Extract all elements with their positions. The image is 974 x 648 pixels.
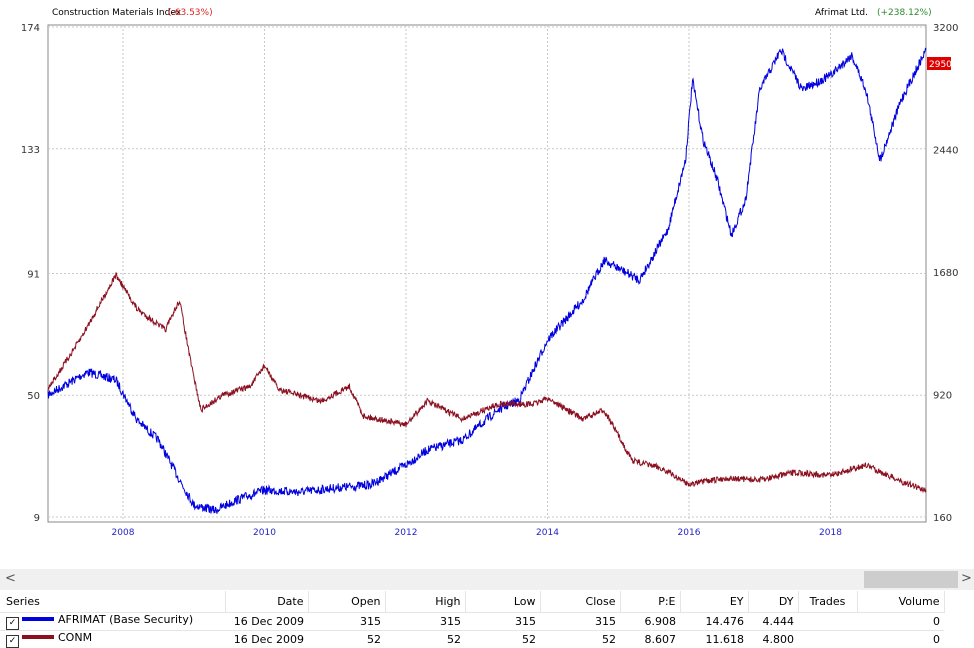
col-trades[interactable]: Trades <box>798 591 857 613</box>
series-name: AFRIMAT (Base Security) <box>58 613 193 626</box>
col-date[interactable]: Date <box>225 591 308 613</box>
series-table: Series Date Open High Low Close P:E EY D… <box>0 591 945 648</box>
low-cell: 52 <box>465 631 540 648</box>
horizontal-scrollbar[interactable]: < > <box>0 569 974 590</box>
right-tick-label: 3200 <box>933 23 958 34</box>
col-pe[interactable]: P:E <box>620 591 680 613</box>
col-close[interactable]: Close <box>540 591 620 613</box>
right-title: Afrimat Ltd. <box>815 8 868 18</box>
date-cell: 16 Dec 2009 <box>225 613 308 631</box>
right-tick-label: 160 <box>933 513 952 524</box>
high-cell: 315 <box>385 613 465 631</box>
left-tick-label: 9 <box>34 513 40 524</box>
close-cell: 315 <box>540 613 620 631</box>
low-cell: 315 <box>465 613 540 631</box>
high-cell: 52 <box>385 631 465 648</box>
col-series[interactable]: Series <box>0 591 225 613</box>
x-tick-label: 2016 <box>678 528 701 538</box>
series-checkbox[interactable]: ✓ <box>6 635 19 648</box>
series-checkbox[interactable]: ✓ <box>6 617 19 630</box>
left-tick-label: 174 <box>21 23 40 34</box>
date-cell: 16 Dec 2009 <box>225 631 308 648</box>
col-low[interactable]: Low <box>465 591 540 613</box>
left-title: Construction Materials Index <box>52 8 182 18</box>
col-volume[interactable]: Volume <box>857 591 944 613</box>
scroll-left-button[interactable]: < <box>5 571 16 586</box>
x-tick-label: 2012 <box>395 528 418 538</box>
series-name: CONM <box>58 631 92 644</box>
table-row[interactable]: ✓ AFRIMAT (Base Security) 16 Dec 2009 315… <box>0 613 944 631</box>
col-dy[interactable]: DY <box>748 591 798 613</box>
right-tick-label: 920 <box>933 391 952 402</box>
right-tick-label: 2440 <box>933 146 958 157</box>
table-row[interactable]: ✓ CONM 16 Dec 2009 52 52 52 52 8.607 11.6… <box>0 631 944 648</box>
trades-cell <box>798 613 857 631</box>
close-cell: 52 <box>540 631 620 648</box>
last-value-label: 2950 <box>929 60 952 70</box>
col-ey[interactable]: EY <box>680 591 748 613</box>
scroll-thumb[interactable] <box>864 571 958 588</box>
table-header: Series Date Open High Low Close P:E EY D… <box>0 591 944 613</box>
x-tick-label: 2018 <box>819 528 842 538</box>
right-tick-label: 1680 <box>933 268 958 279</box>
open-cell: 315 <box>308 613 385 631</box>
ey-cell: 14.476 <box>680 613 748 631</box>
left-tick-label: 91 <box>27 269 40 280</box>
left-tick-label: 50 <box>27 391 40 402</box>
scroll-right-button[interactable]: > <box>961 571 972 586</box>
price-chart[interactable]: 174 3200 133 2440 91 1680 50 920 9 160 2008 2010 201… <box>0 0 974 568</box>
trades-cell <box>798 631 857 648</box>
x-tick-label: 2014 <box>536 528 559 538</box>
col-open[interactable]: Open <box>308 591 385 613</box>
volume-cell: 0 <box>857 613 944 631</box>
col-high[interactable]: High <box>385 591 465 613</box>
right-change: (+238.12%) <box>877 8 932 18</box>
plot-area <box>48 25 926 522</box>
dy-cell: 4.800 <box>748 631 798 648</box>
left-change: (-63.53%) <box>168 8 213 18</box>
open-cell: 52 <box>308 631 385 648</box>
pe-cell: 6.908 <box>620 613 680 631</box>
x-tick-label: 2010 <box>253 528 276 538</box>
ey-cell: 11.618 <box>680 631 748 648</box>
left-tick-label: 133 <box>21 145 40 156</box>
series-color-swatch <box>22 635 54 639</box>
dy-cell: 4.444 <box>748 613 798 631</box>
x-tick-label: 2008 <box>112 528 135 538</box>
series-color-swatch <box>22 617 54 621</box>
pe-cell: 8.607 <box>620 631 680 648</box>
volume-cell: 0 <box>857 631 944 648</box>
